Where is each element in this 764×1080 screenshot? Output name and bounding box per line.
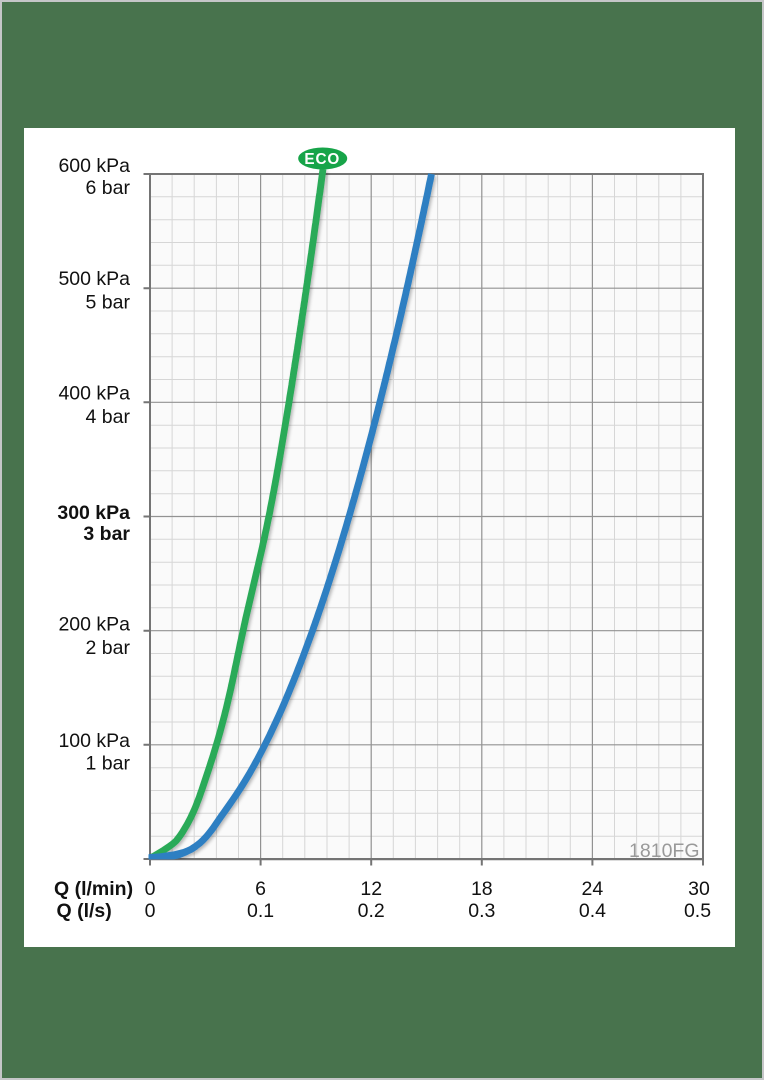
svg-text:0.4: 0.4 — [579, 900, 606, 922]
svg-text:300 kPa: 300 kPa — [57, 502, 130, 524]
svg-text:Q (l/s): Q (l/s) — [57, 900, 112, 922]
svg-text:0.5: 0.5 — [684, 900, 711, 922]
svg-text:5 bar: 5 bar — [86, 292, 131, 314]
svg-text:100 kPa: 100 kPa — [58, 730, 130, 752]
svg-text:0.2: 0.2 — [358, 900, 385, 922]
svg-text:24: 24 — [582, 878, 604, 900]
svg-text:0: 0 — [145, 900, 156, 922]
svg-text:6: 6 — [255, 878, 266, 900]
svg-text:30: 30 — [688, 878, 710, 900]
svg-text:200 kPa: 200 kPa — [58, 614, 130, 636]
svg-text:3 bar: 3 bar — [83, 523, 130, 545]
svg-text:6 bar: 6 bar — [86, 177, 131, 199]
svg-text:ECO: ECO — [304, 151, 340, 168]
svg-text:600 kPa: 600 kPa — [58, 155, 130, 177]
svg-text:0.1: 0.1 — [247, 900, 274, 922]
svg-text:2 bar: 2 bar — [86, 637, 131, 659]
svg-text:0: 0 — [145, 878, 156, 900]
svg-text:1810FG: 1810FG — [629, 840, 699, 862]
svg-text:12: 12 — [360, 878, 382, 900]
svg-text:500 kPa: 500 kPa — [58, 268, 130, 290]
svg-text:18: 18 — [471, 878, 493, 900]
svg-text:400 kPa: 400 kPa — [58, 382, 130, 404]
svg-text:1 bar: 1 bar — [86, 753, 131, 775]
svg-text:Q (l/min): Q (l/min) — [54, 878, 133, 900]
svg-text:4 bar: 4 bar — [86, 406, 131, 428]
svg-text:0.3: 0.3 — [468, 900, 495, 922]
